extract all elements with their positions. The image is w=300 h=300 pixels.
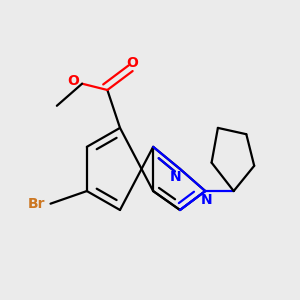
Text: O: O xyxy=(127,56,139,70)
Text: O: O xyxy=(67,74,79,88)
Text: Br: Br xyxy=(28,197,45,211)
Text: N: N xyxy=(201,193,213,207)
Text: N: N xyxy=(169,170,181,184)
